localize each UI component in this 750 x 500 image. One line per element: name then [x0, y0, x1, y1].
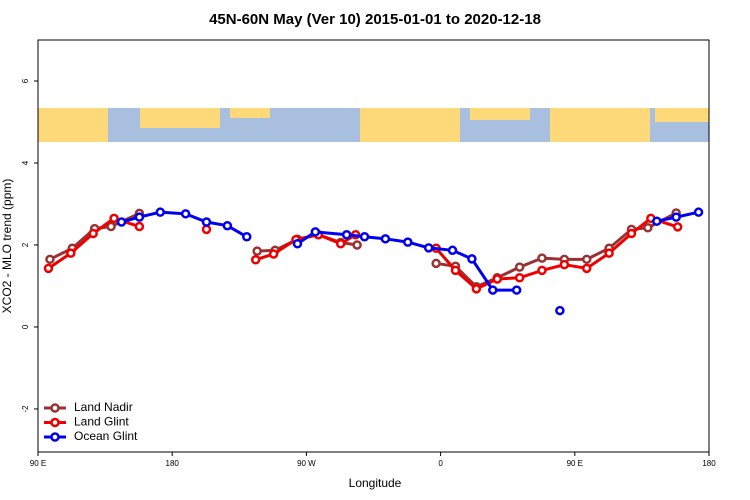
data-point [604, 248, 614, 258]
data-point [292, 238, 303, 249]
data-point [109, 213, 119, 224]
data-point [447, 245, 458, 256]
x-tick-label: 90 E [30, 459, 46, 468]
y-tick-label: -2 [21, 405, 30, 413]
y-tick-label: 6 [21, 78, 30, 83]
data-point [555, 305, 565, 316]
data-point [652, 216, 662, 226]
data-point [134, 212, 145, 222]
data-point [423, 243, 434, 253]
data-point [511, 285, 522, 295]
data-point [116, 217, 127, 227]
data-point [581, 263, 592, 274]
chart-title: 45N-60N May (Ver 10) 2015-01-01 to 2020-… [209, 11, 541, 28]
y-tick-label: 0 [21, 324, 30, 329]
data-point [341, 229, 352, 240]
data-point [66, 248, 76, 258]
x-tick-label: 90 W [297, 459, 316, 468]
data-point [559, 259, 570, 270]
data-point [467, 254, 477, 264]
x-tick-label: 180 [702, 459, 716, 468]
x-tick-label: 0 [438, 459, 443, 468]
data-point [222, 220, 233, 231]
data-point [431, 258, 441, 269]
data-point [359, 232, 370, 242]
plot-frame [37, 39, 710, 453]
y-axis-label: XCO2 - MLO trend (ppm) [0, 179, 14, 314]
data-point [180, 209, 191, 219]
data-point [488, 285, 498, 295]
data-point [88, 228, 98, 239]
data-point [471, 284, 482, 294]
legend-marker [50, 432, 60, 442]
data-point [643, 223, 653, 233]
map-band [38, 108, 709, 142]
data-point [201, 217, 212, 227]
data-point [403, 237, 413, 247]
legend-label: Land Nadir [74, 400, 133, 414]
x-tick-label: 180 [166, 459, 180, 468]
data-point [201, 224, 212, 235]
data-point [626, 228, 637, 239]
legend-marker [50, 403, 60, 413]
data-point [268, 249, 279, 259]
data-point [581, 254, 592, 265]
data-point [134, 221, 145, 232]
data-point [492, 274, 503, 284]
y-tick-label: 4 [21, 160, 30, 165]
data-point [672, 222, 683, 232]
data-point [693, 207, 704, 217]
x-axis-label: Longitude [349, 476, 402, 490]
data-point [310, 227, 321, 237]
y-tick-label: 2 [21, 242, 30, 247]
data-point [450, 265, 461, 276]
data-point [242, 232, 252, 242]
data-point [380, 234, 391, 244]
data-point [671, 212, 681, 222]
legend-label: Land Glint [74, 415, 129, 429]
data-point [335, 238, 346, 249]
series-line [435, 211, 677, 289]
data-point [106, 221, 116, 232]
data-point [537, 253, 547, 263]
data-point [45, 254, 55, 265]
legend-marker [50, 417, 60, 428]
legend-label: Ocean Glint [74, 429, 138, 443]
data-point [537, 265, 547, 276]
data-point [514, 262, 525, 272]
data-point [43, 263, 54, 274]
data-point [155, 207, 166, 217]
data-point [250, 254, 261, 265]
x-tick-label: 90 E [567, 459, 583, 468]
data-point [514, 273, 525, 283]
data-point [352, 240, 362, 250]
data-point [252, 246, 262, 256]
